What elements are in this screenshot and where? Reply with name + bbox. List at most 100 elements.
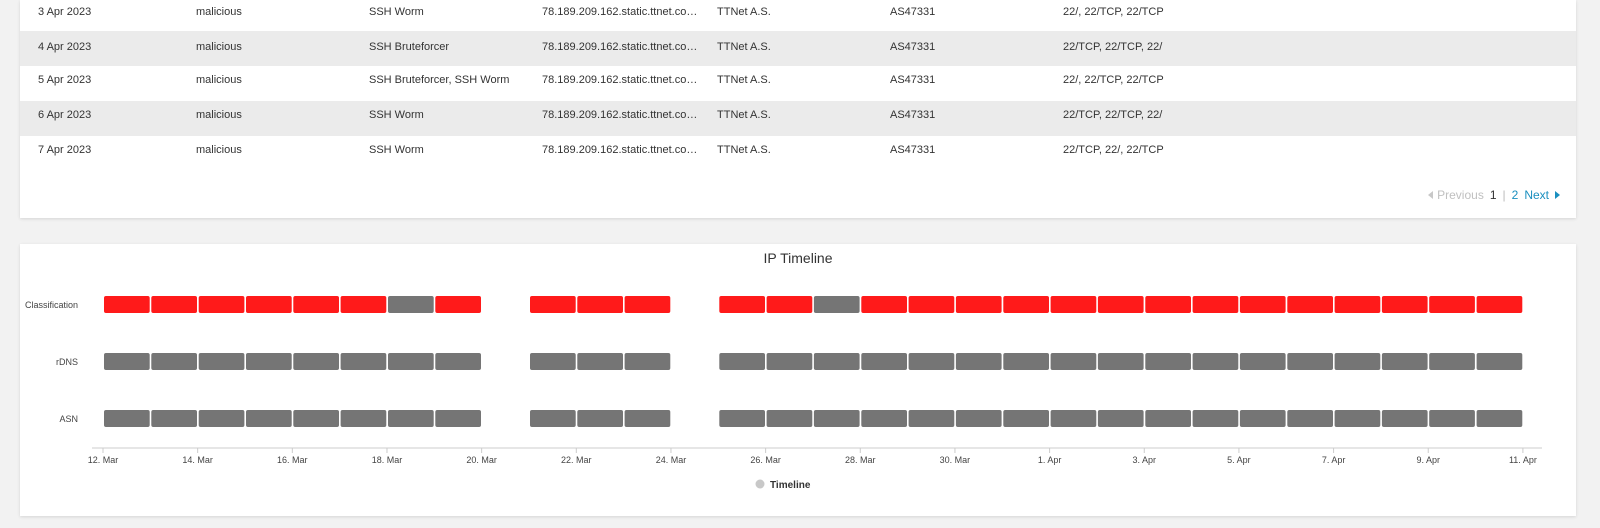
timeline-bar[interactable] (1192, 410, 1239, 427)
date-cell: 7 Apr 2023 (38, 144, 92, 156)
timeline-bar[interactable] (1239, 410, 1286, 427)
timeline-bar[interactable] (577, 410, 623, 427)
timeline-bar[interactable] (1239, 296, 1286, 313)
timeline-bar[interactable] (1192, 296, 1239, 313)
timeline-bar[interactable] (624, 410, 671, 427)
timeline-bar[interactable] (151, 296, 197, 313)
timeline-bar[interactable] (340, 296, 387, 313)
timeline-bar[interactable] (577, 296, 623, 313)
timeline-bar[interactable] (1381, 410, 1428, 427)
timeline-bar[interactable] (861, 353, 907, 370)
timeline-bar[interactable] (1287, 296, 1333, 313)
timeline-bar[interactable] (104, 410, 150, 427)
page-2-link[interactable]: 2 (1511, 188, 1519, 202)
timeline-bar[interactable] (766, 353, 813, 370)
timeline-bar[interactable] (1334, 410, 1381, 427)
timeline-bar[interactable] (530, 353, 576, 370)
timeline-bar[interactable] (719, 296, 765, 313)
timeline-bar[interactable] (1097, 353, 1144, 370)
timeline-bar[interactable] (530, 296, 576, 313)
timeline-bar[interactable] (624, 296, 671, 313)
timeline-bar[interactable] (151, 353, 197, 370)
timeline-bar[interactable] (861, 296, 907, 313)
timeline-bar[interactable] (908, 353, 955, 370)
timeline-bar[interactable] (340, 410, 387, 427)
timeline-bar[interactable] (861, 410, 907, 427)
timeline-bar[interactable] (1050, 296, 1097, 313)
timeline-bar[interactable] (1003, 410, 1049, 427)
timeline-bar[interactable] (1381, 296, 1428, 313)
timeline-bar[interactable] (908, 410, 955, 427)
timeline-bar[interactable] (198, 410, 245, 427)
timeline-bar[interactable] (435, 353, 481, 370)
legend-item[interactable]: Timeline (770, 480, 811, 491)
timeline-bar[interactable] (955, 410, 1002, 427)
timeline-bar[interactable] (388, 353, 434, 370)
timeline-bar[interactable] (1145, 353, 1191, 370)
table-row[interactable]: 6 Apr 2023 malicious SSH Worm 78.189.209… (20, 101, 1576, 136)
table-row[interactable]: 3 Apr 2023 malicious SSH Worm 78.189.209… (20, 0, 1576, 35)
timeline-bar[interactable] (813, 296, 860, 313)
timeline-bar[interactable] (1476, 296, 1523, 313)
timeline-bar[interactable] (1381, 353, 1428, 370)
timeline-bar[interactable] (293, 410, 339, 427)
timeline-bar[interactable] (1287, 410, 1333, 427)
timeline-bar[interactable] (104, 296, 150, 313)
previous-button[interactable]: Previous (1428, 188, 1484, 202)
timeline-bar[interactable] (340, 353, 387, 370)
timeline-bar[interactable] (388, 296, 434, 313)
x-tick-label: 20. Mar (466, 455, 497, 465)
rdns-cell: 78.189.209.162.static.ttnet.com.tr (542, 41, 702, 53)
timeline-bar[interactable] (1476, 353, 1523, 370)
timeline-bar[interactable] (246, 296, 292, 313)
timeline-bar[interactable] (813, 353, 860, 370)
x-tick-label: 30. Mar (940, 455, 971, 465)
timeline-bar[interactable] (151, 410, 197, 427)
timeline-bar[interactable] (1050, 353, 1097, 370)
timeline-bar[interactable] (1429, 410, 1475, 427)
timeline-bar[interactable] (1145, 410, 1191, 427)
timeline-bar[interactable] (1287, 353, 1333, 370)
timeline-bar[interactable] (1429, 296, 1475, 313)
timeline-bar[interactable] (246, 410, 292, 427)
timeline-bar[interactable] (1334, 296, 1381, 313)
timeline-bar[interactable] (719, 353, 765, 370)
table-row[interactable]: 5 Apr 2023 malicious SSH Bruteforcer, SS… (20, 66, 1576, 101)
timeline-bar[interactable] (1003, 296, 1049, 313)
timeline-bar[interactable] (1476, 410, 1523, 427)
timeline-bar[interactable] (1429, 353, 1475, 370)
timeline-bar[interactable] (955, 353, 1002, 370)
timeline-bar[interactable] (1097, 410, 1144, 427)
timeline-bar[interactable] (577, 353, 623, 370)
timeline-bar[interactable] (719, 410, 765, 427)
timeline-bar[interactable] (104, 353, 150, 370)
timeline-bar[interactable] (198, 353, 245, 370)
timeline-bar[interactable] (813, 410, 860, 427)
timeline-bar[interactable] (530, 410, 576, 427)
date-cell: 5 Apr 2023 (38, 74, 92, 86)
timeline-bar[interactable] (435, 296, 481, 313)
timeline-bar[interactable] (1334, 353, 1381, 370)
timeline-bar[interactable] (1239, 353, 1286, 370)
timeline-bar[interactable] (908, 296, 955, 313)
timeline-bar[interactable] (293, 296, 339, 313)
table-row[interactable]: 4 Apr 2023 malicious SSH Bruteforcer 78.… (20, 31, 1576, 66)
timeline-bar[interactable] (1145, 296, 1191, 313)
next-button[interactable]: Next (1524, 188, 1560, 202)
timeline-bar[interactable] (766, 410, 813, 427)
timeline-bar[interactable] (766, 296, 813, 313)
timeline-bar[interactable] (388, 410, 434, 427)
chevron-right-icon (1555, 191, 1560, 199)
timeline-bar[interactable] (198, 296, 245, 313)
timeline-bar[interactable] (1050, 410, 1097, 427)
timeline-bar[interactable] (955, 296, 1002, 313)
table-row[interactable]: 7 Apr 2023 malicious SSH Worm 78.189.209… (20, 136, 1576, 171)
timeline-bar[interactable] (246, 353, 292, 370)
timeline-bar[interactable] (293, 353, 339, 370)
timeline-bar[interactable] (624, 353, 671, 370)
timeline-bar[interactable] (435, 410, 481, 427)
page-1-link[interactable]: 1 (1489, 188, 1497, 202)
timeline-bar[interactable] (1192, 353, 1239, 370)
timeline-bar[interactable] (1003, 353, 1049, 370)
timeline-bar[interactable] (1097, 296, 1144, 313)
